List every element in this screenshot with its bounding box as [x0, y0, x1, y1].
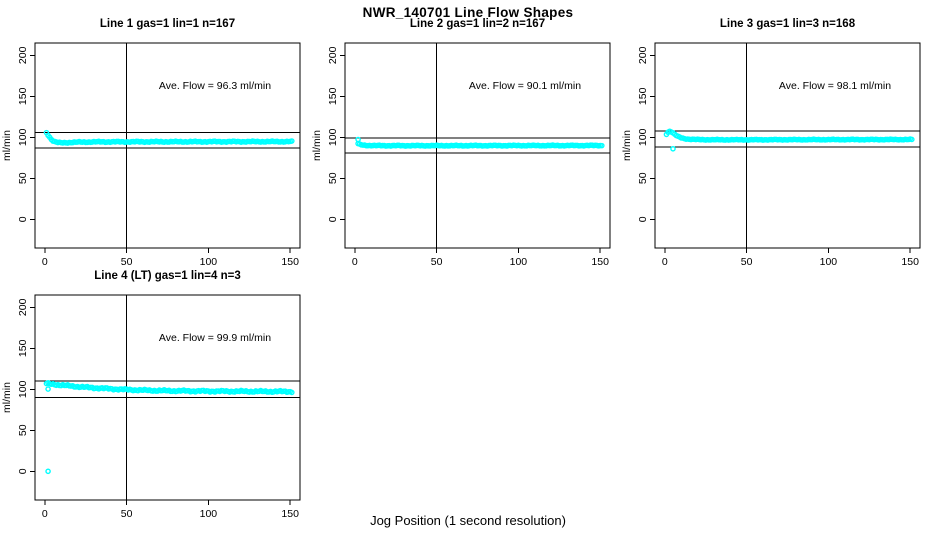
svg-text:50: 50 — [327, 172, 339, 184]
svg-text:ml/min: ml/min — [311, 130, 323, 161]
svg-text:0: 0 — [637, 216, 649, 222]
svg-text:ml/min: ml/min — [1, 382, 13, 413]
svg-text:150: 150 — [281, 508, 299, 520]
svg-text:50: 50 — [741, 256, 753, 268]
svg-text:0: 0 — [17, 468, 29, 474]
subplot-line2: Line 2 gas=1 lin=2 n=167 0 50 100 150 0 50 100… — [310, 18, 626, 272]
svg-text:50: 50 — [17, 172, 29, 184]
subplot-title: Line 3 gas=1 lin=3 n=168 — [719, 18, 856, 30]
subplot-title: Line 1 gas=1 lin=1 n=167 — [99, 18, 236, 30]
svg-text:50: 50 — [17, 424, 29, 436]
svg-text:200: 200 — [17, 46, 29, 64]
subplot-line4: Line 4 (LT) gas=1 lin=4 n=3 0 50 100 150 0 50… — [0, 270, 316, 524]
svg-text:0: 0 — [662, 256, 668, 268]
subplot-title: Line 4 (LT) gas=1 lin=4 n=3 — [94, 270, 241, 282]
svg-text:50: 50 — [121, 256, 133, 268]
subplot-title: Line 2 gas=1 lin=2 n=167 — [409, 18, 546, 30]
main-title: NWR_140701 Line Flow Shapes — [362, 5, 574, 20]
svg-text:0: 0 — [352, 256, 358, 268]
svg-text:200: 200 — [17, 298, 29, 316]
svg-text:100: 100 — [17, 380, 29, 398]
svg-text:ml/min: ml/min — [621, 130, 633, 161]
svg-text:150: 150 — [17, 339, 29, 357]
subplot-line3: Line 3 gas=1 lin=3 n=168 0 50 100 150 0 50 100… — [620, 18, 936, 272]
subplot-canvas: 0 50 100 150 0 50 100 150 200 ml/min — [621, 42, 921, 268]
svg-text:0: 0 — [42, 256, 48, 268]
ave-flow-annotation: Ave. Flow = 96.3 ml/min — [158, 80, 272, 92]
svg-text:100: 100 — [820, 256, 838, 268]
svg-text:200: 200 — [637, 46, 649, 64]
svg-text:200: 200 — [327, 46, 339, 64]
svg-text:100: 100 — [637, 128, 649, 146]
subplot-canvas: 0 50 100 150 0 50 100 150 200 ml/min — [1, 294, 301, 520]
svg-text:50: 50 — [637, 172, 649, 184]
svg-text:50: 50 — [431, 256, 443, 268]
svg-text:150: 150 — [281, 256, 299, 268]
svg-text:0: 0 — [327, 216, 339, 222]
subplot-line1: Line 1 gas=1 lin=1 n=167 0 50 100 150 0 50 100… — [0, 18, 316, 272]
svg-text:150: 150 — [17, 87, 29, 105]
ave-flow-annotation: Ave. Flow = 90.1 ml/min — [468, 80, 582, 92]
svg-text:100: 100 — [510, 256, 528, 268]
svg-text:0: 0 — [42, 508, 48, 520]
svg-text:150: 150 — [591, 256, 609, 268]
svg-text:100: 100 — [17, 128, 29, 146]
svg-text:150: 150 — [637, 87, 649, 105]
svg-text:100: 100 — [327, 128, 339, 146]
svg-text:50: 50 — [121, 508, 133, 520]
ave-flow-annotation: Ave. Flow = 98.1 ml/min — [778, 80, 892, 92]
svg-text:100: 100 — [200, 256, 218, 268]
svg-text:ml/min: ml/min — [1, 130, 13, 161]
svg-text:150: 150 — [327, 87, 339, 105]
x-axis-label: Jog Position (1 second resolution) — [370, 513, 566, 528]
ave-flow-annotation: Ave. Flow = 99.9 ml/min — [158, 332, 272, 344]
subplot-canvas: 0 50 100 150 0 50 100 150 200 ml/min — [1, 42, 301, 268]
svg-text:150: 150 — [901, 256, 919, 268]
svg-text:100: 100 — [200, 508, 218, 520]
subplot-canvas: 0 50 100 150 0 50 100 150 200 ml/min — [311, 42, 611, 268]
svg-text:0: 0 — [17, 216, 29, 222]
